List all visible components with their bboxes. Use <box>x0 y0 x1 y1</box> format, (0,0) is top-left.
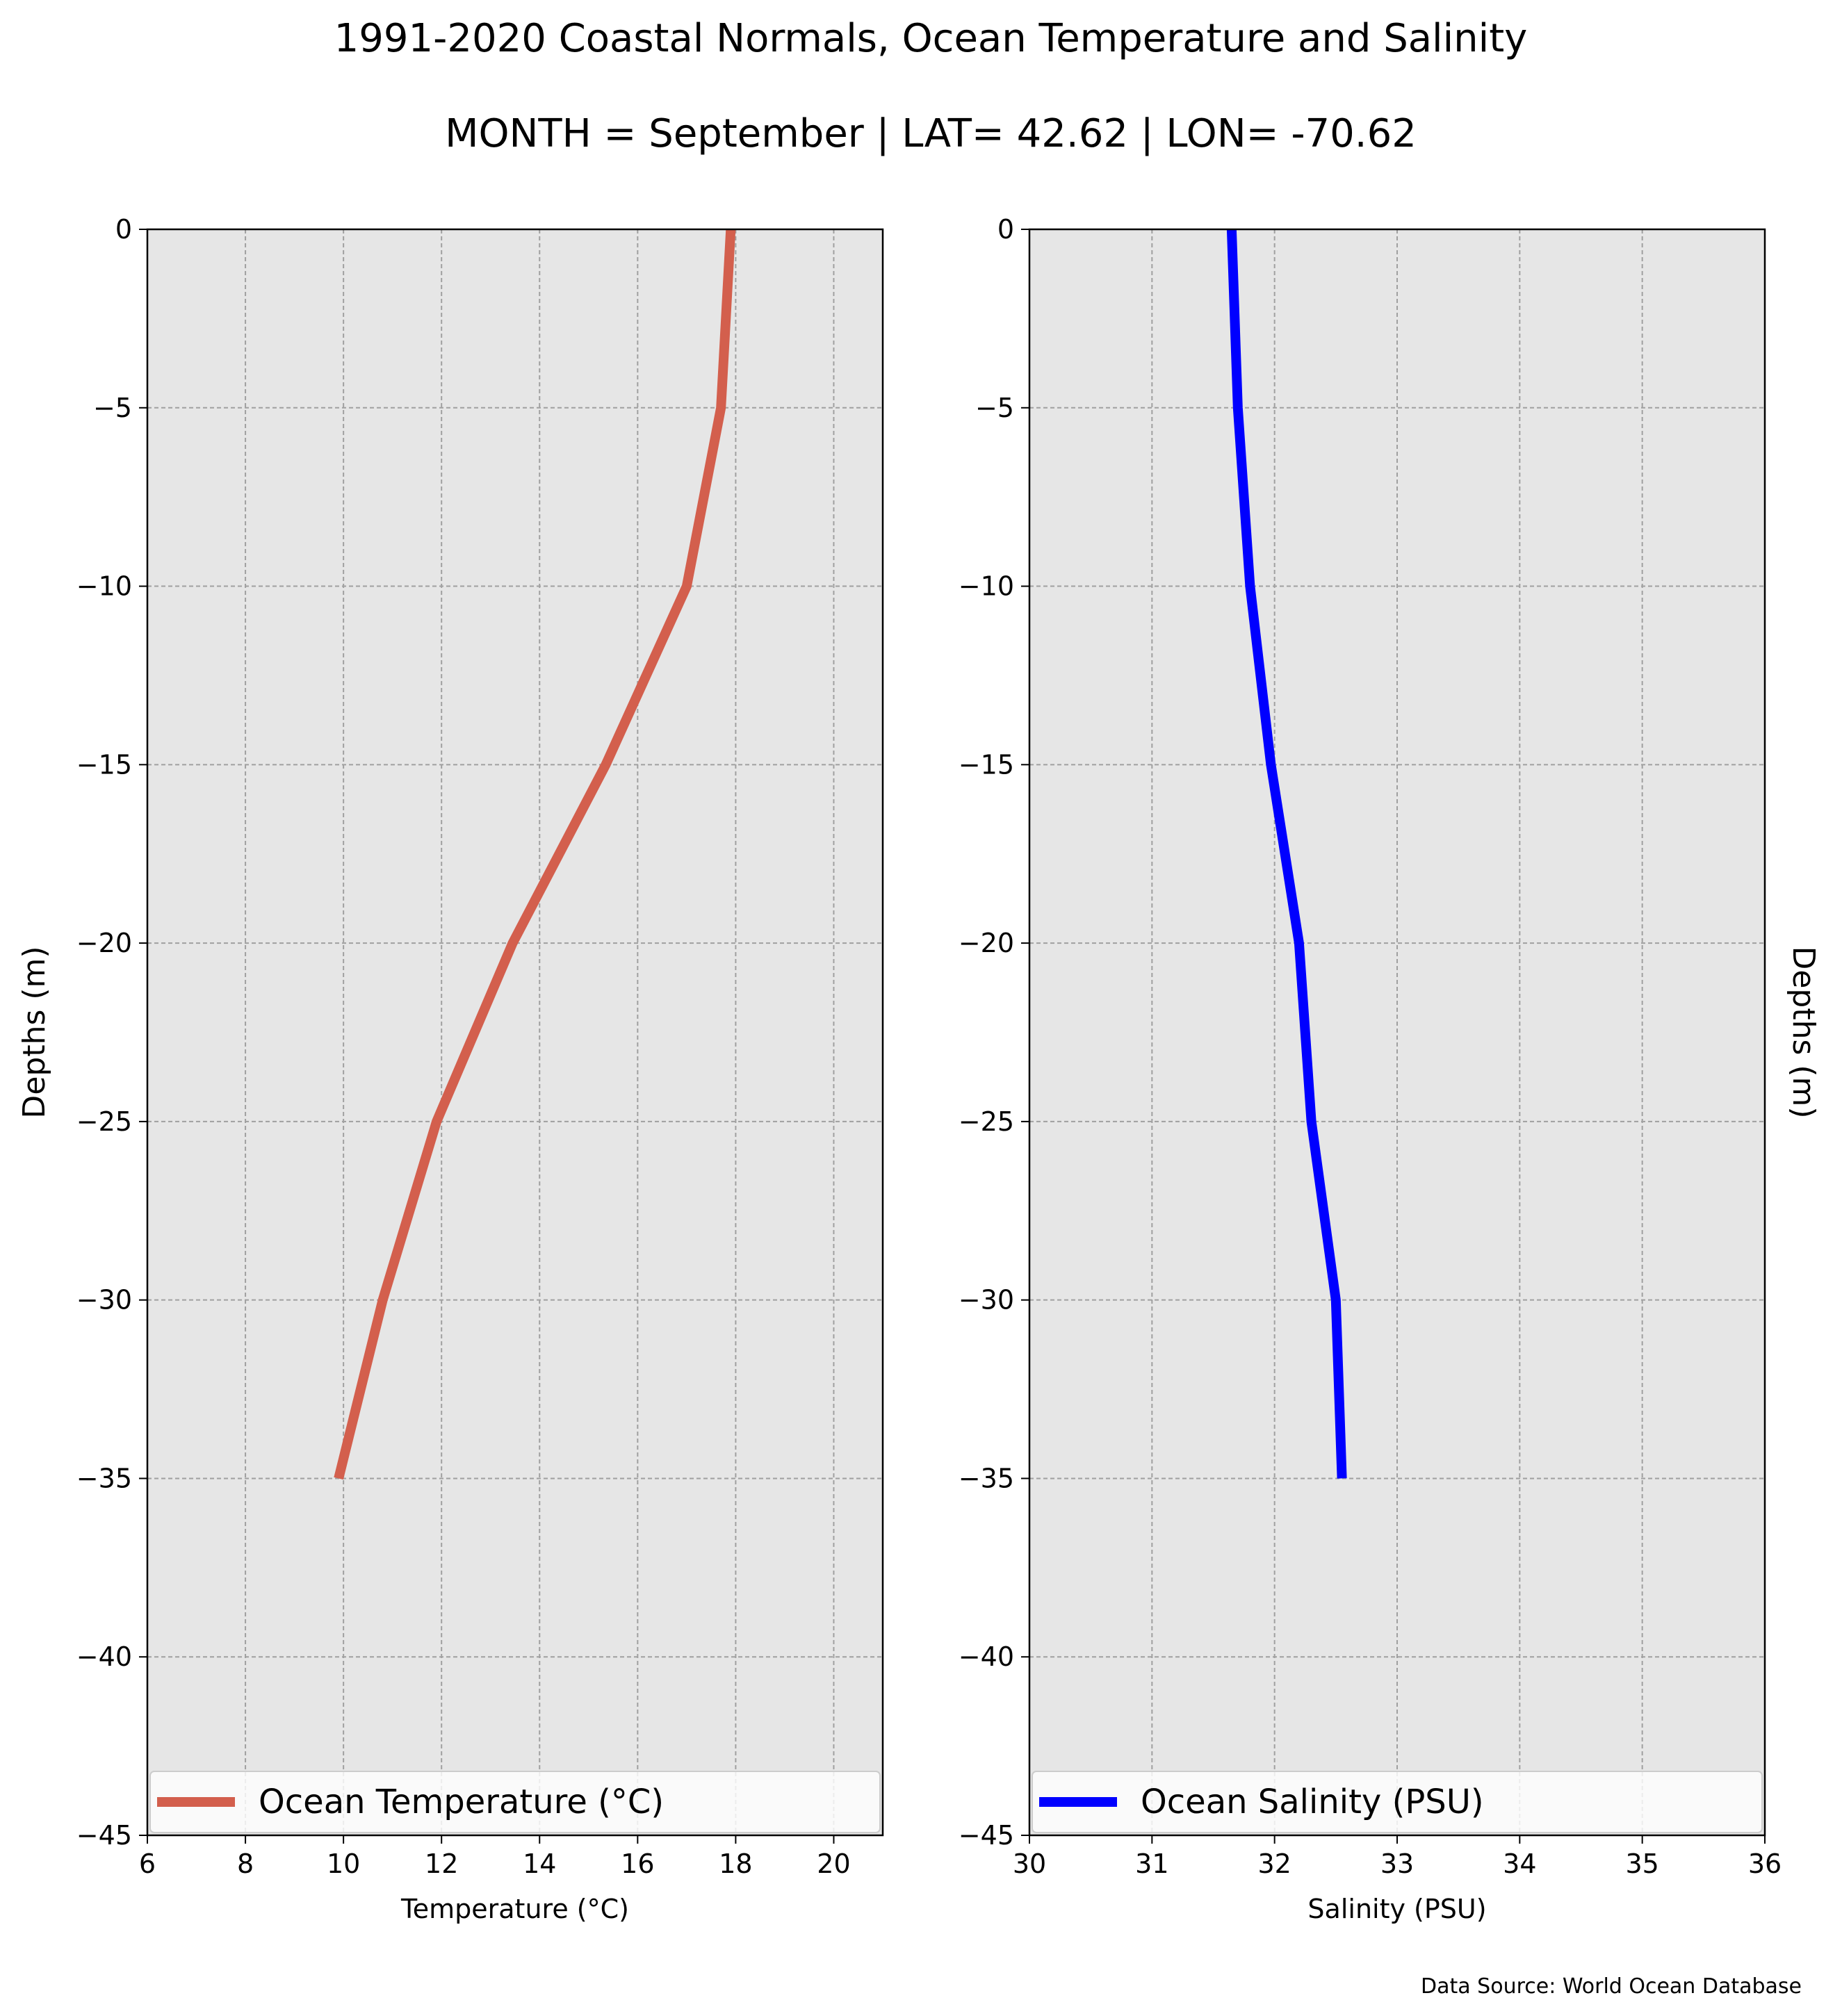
temperature-y-tick-label: −35 <box>76 1463 132 1493</box>
temperature-x-tick-label: 18 <box>719 1849 752 1879</box>
figure-title-line1: 1991-2020 Coastal Normals, Ocean Tempera… <box>334 16 1528 61</box>
salinity-y-tick-label: 0 <box>997 214 1014 245</box>
salinity-y-tick-label: −10 <box>959 571 1014 602</box>
salinity-x-tick-label: 34 <box>1503 1849 1536 1879</box>
salinity-x-tick-label: 35 <box>1625 1849 1658 1879</box>
temperature-y-tick-label: −20 <box>76 928 132 958</box>
temperature-x-tick-label: 6 <box>139 1849 156 1879</box>
temperature-x-tick-label: 12 <box>425 1849 458 1879</box>
temperature-x-tick-label: 8 <box>237 1849 254 1879</box>
temperature-legend: Ocean Temperature (°C) <box>149 1771 881 1833</box>
temperature-y-tick-label: −10 <box>76 571 132 602</box>
temperature-y-tick-label: −30 <box>76 1285 132 1316</box>
salinity-legend-box <box>1032 1771 1763 1833</box>
temperature-plot-area <box>147 229 883 1835</box>
salinity-x-tick-label: 31 <box>1135 1849 1168 1879</box>
salinity-y-tick-label: −15 <box>959 749 1014 780</box>
temperature-y-tick-label: −45 <box>76 1820 132 1851</box>
salinity-y-tick-label: −25 <box>959 1106 1014 1137</box>
temperature-y-tick-label: −40 <box>76 1641 132 1672</box>
data-source-note: Data Source: World Ocean Database <box>1421 1974 1802 1999</box>
temperature-x-tick-label: 10 <box>327 1849 360 1879</box>
salinity-x-tick-label: 33 <box>1380 1849 1414 1879</box>
temperature-panel: Ocean Temperature (°C) 6 8 10 12 14 16 18 20 0 −5 −… <box>17 214 884 1924</box>
temperature-y-tick-label: −5 <box>93 393 132 423</box>
temperature-legend-box <box>149 1771 881 1833</box>
temperature-y-axis-label: Depths (m) <box>17 946 52 1118</box>
salinity-x-tick-label: 36 <box>1748 1849 1782 1879</box>
temperature-legend-label: Ocean Temperature (°C) <box>259 1783 664 1821</box>
salinity-y-tick-label: −45 <box>959 1820 1014 1851</box>
salinity-y-tick-label: −30 <box>959 1285 1014 1316</box>
salinity-x-tick-label: 30 <box>1013 1849 1046 1879</box>
salinity-legend-label: Ocean Salinity (PSU) <box>1141 1783 1484 1821</box>
salinity-y-tick-label: −20 <box>959 928 1014 958</box>
temperature-x-axis-label: Temperature (°C) <box>400 1894 629 1924</box>
salinity-legend: Ocean Salinity (PSU) <box>1032 1771 1763 1833</box>
salinity-y-tick-label: −35 <box>959 1463 1014 1493</box>
temperature-y-tick-label: −25 <box>76 1106 132 1137</box>
figure-title-line2: MONTH = September | LAT= 42.62 | LON= -7… <box>445 111 1417 156</box>
salinity-y-tick-label: −40 <box>959 1641 1014 1672</box>
temperature-x-tick-label: 20 <box>817 1849 850 1879</box>
temperature-axes-frame <box>146 228 884 1837</box>
temperature-x-tick-label: 14 <box>523 1849 556 1879</box>
salinity-y-axis-label: Depths (m) <box>1786 946 1821 1118</box>
temperature-y-tick-label: −15 <box>76 749 132 780</box>
salinity-x-axis-label: Salinity (PSU) <box>1307 1894 1486 1924</box>
salinity-y-tick-label: −5 <box>975 393 1014 423</box>
temperature-x-tick-label: 16 <box>621 1849 654 1879</box>
salinity-x-tick-label: 32 <box>1257 1849 1291 1879</box>
temperature-y-tick-label: 0 <box>115 214 132 245</box>
salinity-panel: Ocean Salinity (PSU) 30 31 32 33 34 35 36 0 −5 −10… <box>959 214 1821 1924</box>
salinity-series-line <box>1226 229 1347 1479</box>
temperature-series-line <box>334 229 736 1480</box>
